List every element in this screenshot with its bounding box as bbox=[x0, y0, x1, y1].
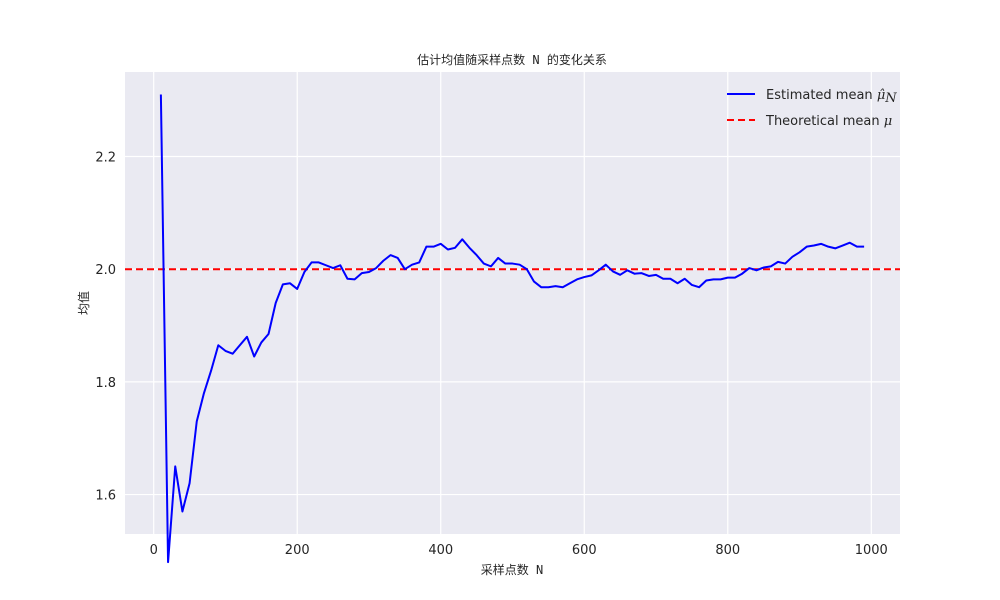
y-tick-label: 1.8 bbox=[95, 376, 116, 391]
plot-background bbox=[125, 72, 900, 534]
legend: Estimated mean μ̂N Theoretical mean μ bbox=[727, 88, 897, 129]
x-tick-label: 1000 bbox=[855, 543, 888, 558]
series-line-estimated-mean bbox=[159, 94, 865, 564]
y-tick-label: 2.0 bbox=[95, 263, 116, 278]
y-axis-label: 均值 bbox=[76, 291, 91, 315]
legend-label-theoretical: Theoretical mean μ bbox=[765, 114, 892, 129]
y-tick-labels: 1.6 1.8 2.0 2.2 bbox=[95, 151, 116, 504]
chart-title: 估计均值随采样点数 N 的变化关系 bbox=[417, 52, 607, 67]
x-tick-label: 0 bbox=[150, 543, 158, 558]
x-tick-label: 800 bbox=[715, 543, 740, 558]
x-tick-label: 400 bbox=[428, 543, 453, 558]
legend-label-estimated: Estimated mean μ̂N bbox=[766, 88, 897, 106]
x-axis-label: 采样点数 N bbox=[481, 562, 543, 577]
x-tick-labels: 0 200 400 600 800 1000 bbox=[150, 543, 888, 558]
y-tick-label: 1.6 bbox=[95, 489, 116, 504]
x-tick-label: 200 bbox=[285, 543, 310, 558]
x-tick-label: 600 bbox=[572, 543, 597, 558]
y-tick-label: 2.2 bbox=[95, 151, 116, 166]
series-layer bbox=[125, 94, 900, 564]
